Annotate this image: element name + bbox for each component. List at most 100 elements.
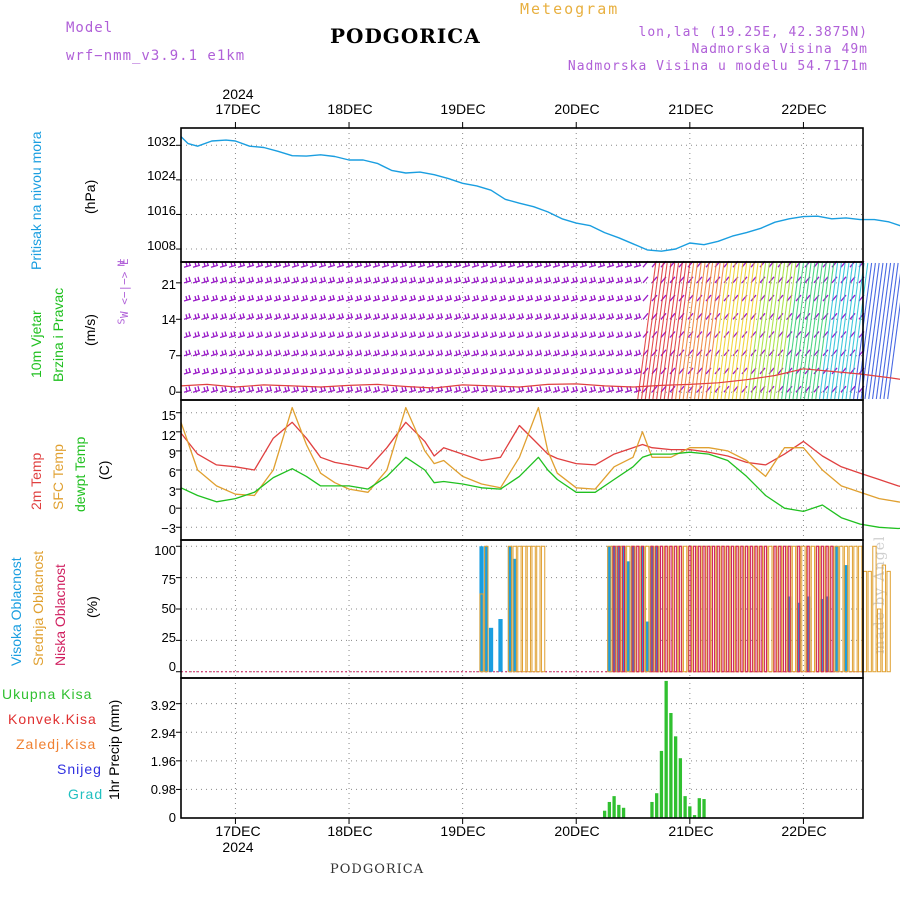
dewpt-temp-line [180,451,900,530]
precip-tick: 1.96 [150,754,176,769]
precip-tick: 2.94 [150,726,176,741]
wind-gust-stroke [675,262,695,400]
cloud-low-bar [636,545,640,673]
cloud-low-bar [674,545,678,673]
cloud-low-bar [641,545,644,673]
cloud-high-bar [611,546,617,672]
wind-gust-stroke [871,262,892,400]
wind-gust-stroke [822,262,842,400]
pressure-tick: 1016 [147,203,176,218]
cloud-mid-bar [839,545,844,673]
wind-gust-stroke [887,301,900,400]
cloud-high-bar [607,546,612,672]
precip-bar [669,713,673,818]
wind-tick: 7 [168,347,176,362]
wind-gust-stroke [762,262,782,400]
cloud-mid-bar [517,545,522,673]
precip-bar [683,796,687,818]
precip-panel-frame [180,677,864,819]
wind-gust-stroke [796,262,816,400]
wind-barb-row [183,349,865,357]
bottom-date-label: 22DEC [781,823,827,839]
wind-gust-stroke [659,262,680,400]
cloud-low-bar [778,545,782,673]
cloud-high-bar [796,602,801,672]
cloud-low-bar [754,545,758,673]
cloud-high-bar [834,546,839,672]
pressure-panel-frame [180,127,864,263]
cloud-low-bar [740,545,744,673]
wind-barb-row [183,385,865,393]
wind-gust-stroke [845,262,865,400]
cloud-mid-bar [881,564,887,673]
cloud-mid-bar [768,545,773,673]
legend-snow: Snijeg [57,761,102,777]
legend-hail: Grad [68,786,104,802]
cloud-mid-bar [507,545,513,673]
pressure-tick: 1032 [147,134,176,149]
pressure-tick: 1008 [147,238,176,253]
cloud-mid-bar [853,545,858,673]
wind-gust-stroke [641,262,661,400]
cloud-low-bar [664,545,668,673]
wind-barb-row [183,260,865,268]
wind-tick: 14 [161,312,176,327]
wind-gust-stroke [678,262,698,400]
model-name: wrf−nmm_v3.9.1 e1km [66,48,246,64]
cloud-mid-bar [801,545,806,673]
wind-gust-stroke [777,262,797,400]
cloud-low-bar [622,545,626,673]
cloud-low-bar [735,545,739,673]
cloud-mid-bar [848,545,853,673]
wind-gust-stroke [826,262,846,400]
cloud-low-bar [730,545,734,673]
cloud-mid-bar [526,545,532,673]
wind-gust-stroke [830,262,850,400]
wind-gust-stroke [792,262,812,400]
temp-tick: 3 [168,484,176,499]
sfc-temp-line [180,406,900,503]
wind-gust-stroke [769,262,789,400]
cloud-low-bar [820,545,824,673]
top-date-label: 17DEC [215,101,261,117]
cloud-low-bar [749,545,753,673]
cloud-mid-bar [791,545,797,673]
cloud-tick: 0 [168,659,176,674]
cloud-low-bar [759,545,763,673]
wind-gust-stroke [773,262,793,400]
precip-tick: 0.98 [150,782,176,797]
wind-gust-stroke [834,262,854,400]
cloud-high-bar [616,546,621,672]
cloud-mid-bar [886,570,891,673]
bottom-date-label: 17DEC [215,823,261,839]
precip-bar [664,680,668,818]
cloud-high-bar [649,546,655,672]
precip-bar [702,799,706,818]
wind-barb-row [183,276,865,284]
cloud-mid-bar [479,593,484,673]
cloud-low-bar [830,545,834,673]
cloud-mid-bar [843,545,849,673]
cloud-low-bar [773,545,777,673]
model-label: Model [66,20,114,36]
cloud-high-bar [787,596,792,672]
cloud-high-bar [488,627,494,672]
cloud-low-bar [806,545,810,673]
altitude-text: Nadmorska Visina 49m [691,42,868,57]
wind-gust-stroke [735,262,755,400]
wind-gust-stroke [682,262,702,400]
precip-tick: 3.92 [150,698,176,713]
wind-gust-stroke [788,262,808,400]
cloud-high-bar [621,546,626,672]
wind-gust-stroke [803,262,823,400]
bottom-date-label: 19DEC [440,823,486,839]
top-date-label: 20DEC [554,101,600,117]
bottom-year-label: 2024 [222,839,254,855]
bottom-date-label: 21DEC [668,823,714,839]
cloud-mid-bar [682,545,688,673]
precip-bar [650,801,654,818]
cloud-high-bar [820,598,825,672]
wind-gust-stroke [671,262,691,400]
cloud-low-bar [659,545,663,673]
cloud-mid-bar [867,570,872,673]
